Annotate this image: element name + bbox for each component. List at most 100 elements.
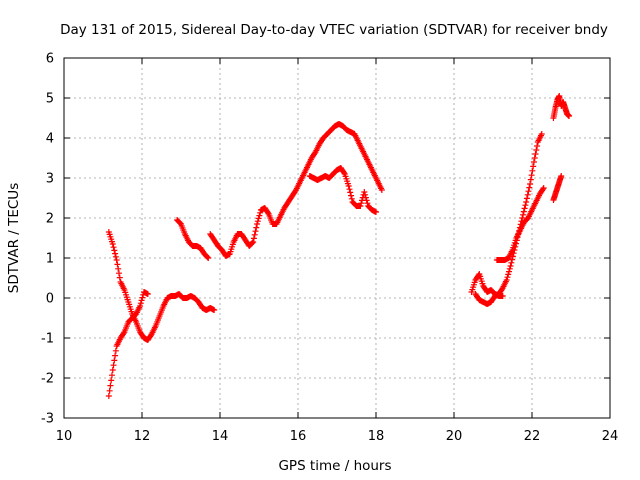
- data-point: [250, 235, 257, 242]
- data-point: [144, 291, 151, 297]
- y-tick-label: 3: [46, 172, 54, 187]
- data-point: [253, 224, 260, 231]
- data-point: [527, 181, 534, 187]
- data-point: [503, 277, 510, 283]
- data-point: [522, 202, 529, 209]
- data-point: [114, 261, 121, 268]
- x-tick-label: 18: [368, 429, 385, 444]
- data-point: [137, 300, 144, 307]
- data-point: [538, 131, 545, 137]
- data-point: [523, 199, 530, 205]
- data-point: [108, 372, 115, 379]
- x-tick-label: 16: [290, 429, 307, 444]
- data-point: [113, 257, 120, 263]
- data-point: [526, 184, 533, 191]
- data-point: [540, 185, 547, 191]
- data-point: [112, 250, 119, 257]
- data-point: [525, 188, 532, 195]
- data-point: [531, 155, 538, 161]
- data-point: [361, 189, 368, 195]
- data-point: [254, 218, 261, 225]
- data-point: [530, 163, 537, 170]
- data-point: [505, 271, 512, 278]
- data-point: [110, 362, 117, 369]
- data-point: [108, 377, 115, 384]
- data-point: [112, 347, 119, 354]
- y-tick-label: 4: [46, 132, 54, 147]
- data-point: [507, 263, 514, 269]
- data-point: [362, 191, 369, 198]
- data-point: [137, 303, 144, 309]
- data-point: [347, 189, 354, 196]
- data-point: [341, 169, 348, 176]
- data-point: [358, 200, 365, 207]
- data-point: [521, 205, 528, 212]
- data-point: [558, 173, 565, 179]
- data-point: [519, 215, 526, 221]
- data-point: [106, 387, 113, 394]
- data-point: [249, 239, 256, 246]
- chart-title: Day 131 of 2015, Sidereal Day-to-day VTE…: [60, 22, 608, 38]
- x-tick-label: 22: [524, 429, 541, 444]
- x-tick-label: 14: [212, 429, 229, 444]
- data-point: [112, 352, 119, 359]
- y-tick-label: 2: [46, 212, 54, 227]
- data-point: [115, 265, 122, 272]
- data-point: [348, 192, 355, 199]
- data-point: [505, 268, 512, 275]
- x-tick-label: 20: [446, 429, 463, 444]
- data-point: [204, 254, 211, 261]
- data-point: [362, 194, 369, 201]
- data-point: [211, 307, 218, 313]
- data-point: [205, 255, 212, 261]
- x-tick-label: 12: [134, 429, 151, 444]
- data-point: [252, 228, 259, 235]
- data-points: [105, 93, 573, 399]
- data-point: [524, 191, 531, 198]
- data-point: [120, 330, 127, 337]
- data-point: [111, 247, 118, 254]
- data-point: [527, 176, 534, 183]
- grid-lines: [64, 58, 610, 418]
- data-point: [534, 143, 541, 149]
- data-point: [116, 274, 123, 281]
- y-tick-label: 1: [46, 252, 54, 267]
- data-point: [250, 239, 257, 245]
- data-point: [509, 256, 516, 263]
- data-point: [520, 208, 527, 215]
- data-point: [528, 172, 535, 179]
- data-point: [256, 212, 263, 219]
- data-point: [532, 151, 539, 157]
- data-point: [139, 294, 146, 301]
- data-point: [520, 211, 527, 218]
- data-point: [115, 270, 122, 277]
- x-tick-label: 24: [602, 429, 619, 444]
- x-tick-label: 10: [56, 429, 73, 444]
- data-point: [345, 183, 352, 189]
- y-tick-label: -2: [41, 372, 54, 387]
- data-point: [504, 274, 511, 281]
- data-point: [533, 147, 540, 153]
- data-point: [539, 186, 546, 193]
- data-point: [111, 357, 118, 364]
- plot-frame: [63, 57, 611, 419]
- data-point: [508, 259, 515, 266]
- data-point: [506, 265, 513, 272]
- y-tick-label: -3: [41, 412, 54, 427]
- data-point: [110, 244, 117, 251]
- data-point: [105, 393, 112, 399]
- data-point: [378, 187, 385, 193]
- data-point: [373, 209, 379, 215]
- data-point: [257, 209, 264, 216]
- data-point: [138, 297, 145, 304]
- data-point: [346, 186, 353, 193]
- data-point: [529, 167, 536, 174]
- data-point: [112, 253, 119, 260]
- data-point: [357, 203, 364, 209]
- data-point: [530, 159, 537, 165]
- data-point: [251, 231, 258, 238]
- data-point: [254, 221, 261, 227]
- x-tick-labels: 10 12 14 16 18 20 22 24: [56, 429, 619, 444]
- data-point: [499, 293, 506, 299]
